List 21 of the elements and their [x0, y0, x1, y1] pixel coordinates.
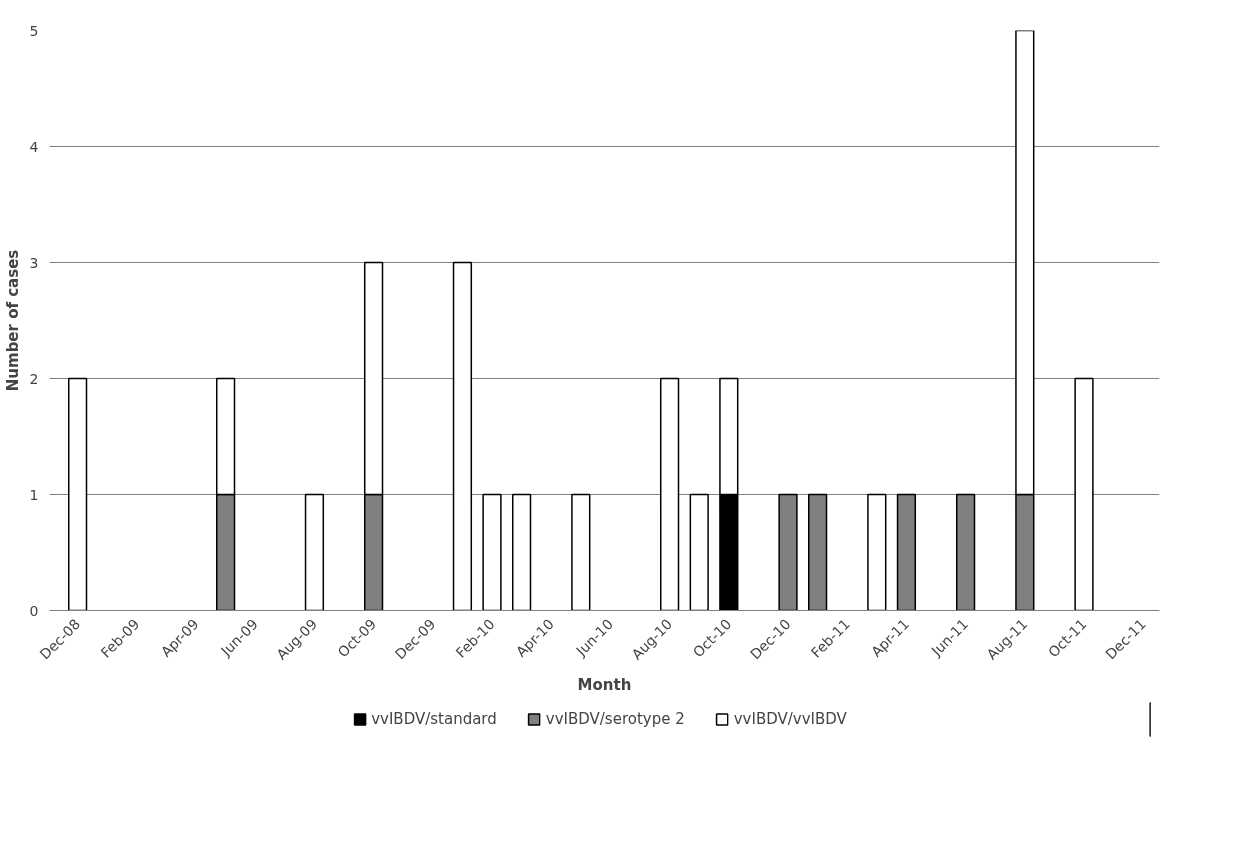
- bar: [1074, 377, 1094, 611]
- legend-label: vvIBDV/serotype 2: [545, 710, 685, 728]
- y-tick-label: 5: [29, 22, 39, 39]
- legend-label: vvIBDV/standard: [371, 710, 497, 728]
- bar: [571, 493, 591, 611]
- bar: [659, 377, 680, 611]
- y-tick-label: 1: [29, 486, 39, 503]
- bar: [867, 493, 887, 611]
- x-axis-title: Month: [577, 676, 632, 695]
- bar: [511, 493, 532, 611]
- bar: [482, 493, 502, 611]
- bar: [689, 493, 709, 611]
- y-axis-title: Number of cases: [3, 249, 22, 392]
- legend-label: vvIBDV/vvIBDV: [733, 710, 847, 728]
- bar: [452, 261, 473, 611]
- bar: [304, 493, 325, 611]
- y-tick-label: 0: [29, 602, 39, 619]
- y-tick-label: 2: [29, 370, 39, 387]
- bar: [67, 377, 88, 611]
- y-tick-label: 3: [29, 254, 39, 271]
- y-tick-label: 4: [29, 138, 39, 155]
